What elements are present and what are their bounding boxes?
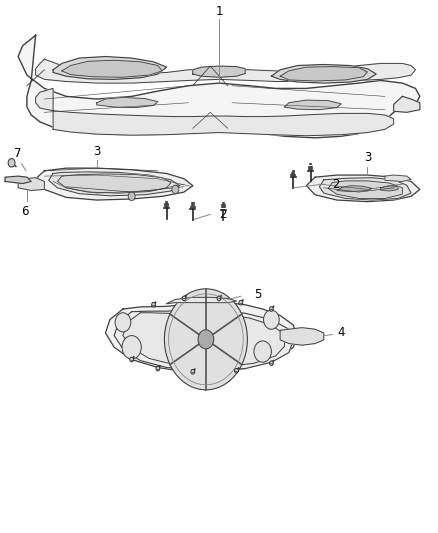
Circle shape — [254, 341, 272, 362]
Polygon shape — [328, 181, 403, 198]
Polygon shape — [381, 185, 398, 191]
Polygon shape — [394, 96, 420, 112]
Circle shape — [269, 306, 273, 311]
Polygon shape — [53, 56, 166, 79]
Polygon shape — [337, 185, 372, 191]
Circle shape — [130, 357, 134, 362]
Circle shape — [269, 361, 273, 366]
Text: 7: 7 — [14, 147, 22, 160]
Polygon shape — [114, 310, 293, 370]
Polygon shape — [166, 297, 237, 304]
Polygon shape — [106, 303, 297, 372]
Polygon shape — [123, 313, 285, 367]
Circle shape — [128, 192, 135, 200]
Circle shape — [198, 330, 214, 349]
Text: 6: 6 — [21, 205, 28, 219]
Polygon shape — [18, 177, 44, 190]
Polygon shape — [5, 176, 31, 183]
Circle shape — [264, 310, 279, 329]
Polygon shape — [193, 66, 245, 77]
Circle shape — [239, 300, 243, 305]
Circle shape — [164, 289, 247, 390]
Polygon shape — [385, 175, 411, 181]
Circle shape — [152, 302, 155, 307]
Polygon shape — [272, 64, 376, 83]
Text: 3: 3 — [93, 144, 100, 158]
Circle shape — [191, 369, 195, 374]
Polygon shape — [57, 174, 171, 193]
Polygon shape — [62, 60, 162, 77]
Circle shape — [115, 313, 131, 332]
Text: 2: 2 — [219, 208, 226, 221]
Circle shape — [8, 159, 15, 167]
Polygon shape — [18, 35, 420, 138]
Text: 4: 4 — [337, 326, 344, 340]
Polygon shape — [319, 177, 411, 200]
Text: 3: 3 — [364, 151, 371, 164]
Text: 1: 1 — [215, 5, 223, 18]
Circle shape — [172, 185, 179, 193]
Circle shape — [234, 368, 238, 373]
Polygon shape — [35, 59, 416, 83]
Text: 2: 2 — [332, 177, 340, 191]
Polygon shape — [35, 88, 394, 136]
Circle shape — [122, 336, 141, 359]
Polygon shape — [49, 172, 180, 196]
Circle shape — [156, 366, 160, 371]
Text: 5: 5 — [254, 288, 261, 301]
Polygon shape — [280, 328, 324, 345]
Polygon shape — [285, 100, 341, 110]
Polygon shape — [97, 98, 158, 108]
Polygon shape — [306, 175, 420, 201]
Polygon shape — [280, 67, 367, 81]
Circle shape — [182, 296, 186, 301]
Circle shape — [217, 296, 221, 301]
Polygon shape — [35, 168, 193, 200]
